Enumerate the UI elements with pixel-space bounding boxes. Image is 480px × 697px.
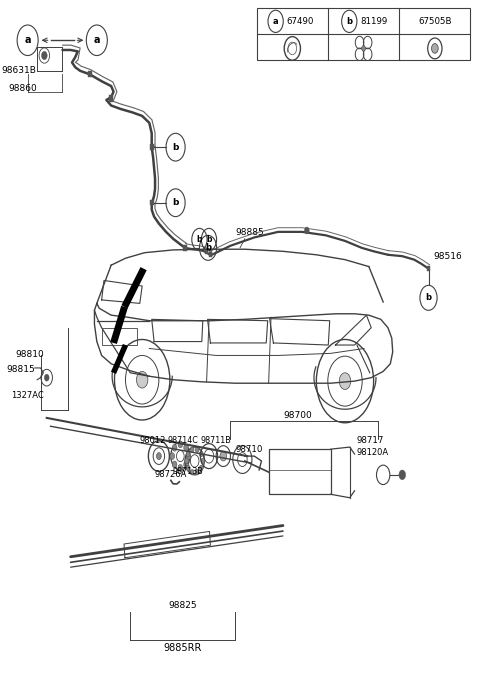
Text: b: b	[172, 143, 179, 152]
Circle shape	[190, 447, 194, 452]
Text: 98120A: 98120A	[357, 448, 389, 457]
Bar	[150, 144, 154, 150]
Circle shape	[186, 452, 191, 459]
Text: a: a	[273, 17, 278, 26]
Text: 98885: 98885	[235, 228, 264, 237]
Text: 98860: 98860	[9, 84, 37, 93]
Circle shape	[172, 461, 177, 468]
Circle shape	[170, 452, 175, 459]
Circle shape	[199, 465, 203, 470]
Bar	[183, 245, 187, 251]
Circle shape	[304, 227, 309, 234]
Circle shape	[186, 465, 190, 470]
Text: 98700: 98700	[283, 411, 312, 420]
Bar	[257, 8, 470, 61]
Circle shape	[184, 444, 189, 451]
Circle shape	[220, 451, 227, 461]
Text: 67490: 67490	[287, 17, 314, 26]
Circle shape	[339, 373, 351, 390]
Text: 98711B: 98711B	[201, 436, 232, 445]
Circle shape	[195, 469, 199, 475]
Text: 81199: 81199	[360, 17, 387, 26]
Text: 1327AC: 1327AC	[11, 390, 44, 399]
Text: b: b	[172, 198, 179, 207]
Circle shape	[41, 52, 47, 60]
Bar	[109, 95, 113, 102]
Text: 98815: 98815	[6, 365, 35, 374]
Circle shape	[178, 464, 183, 471]
Bar	[102, 328, 137, 345]
Circle shape	[190, 469, 194, 475]
Circle shape	[201, 458, 204, 464]
Circle shape	[184, 461, 189, 468]
Text: b: b	[206, 235, 212, 244]
Text: b: b	[425, 293, 432, 302]
Circle shape	[399, 470, 406, 480]
Text: 67505B: 67505B	[418, 17, 452, 26]
Bar	[209, 252, 212, 256]
Bar	[87, 71, 92, 77]
Text: 98726A: 98726A	[154, 470, 186, 480]
Text: b: b	[346, 17, 352, 26]
Circle shape	[172, 444, 177, 451]
Circle shape	[156, 452, 161, 459]
Circle shape	[362, 45, 365, 51]
Circle shape	[44, 374, 49, 381]
Text: 98710: 98710	[235, 445, 263, 454]
Text: a: a	[24, 36, 31, 45]
Circle shape	[185, 458, 189, 464]
Circle shape	[199, 451, 203, 457]
Circle shape	[195, 447, 199, 452]
Text: 98012: 98012	[140, 436, 166, 445]
Bar	[427, 266, 431, 271]
Text: 98516: 98516	[433, 252, 462, 261]
Text: 98825: 98825	[168, 601, 197, 610]
Bar	[205, 249, 208, 254]
Text: b: b	[205, 243, 211, 252]
Text: a: a	[94, 36, 100, 45]
Circle shape	[186, 451, 190, 457]
Circle shape	[136, 372, 148, 388]
Text: 98631B: 98631B	[1, 66, 36, 75]
Text: 98713B: 98713B	[172, 467, 203, 476]
Text: b: b	[197, 235, 202, 244]
Circle shape	[432, 44, 438, 53]
Text: 98810: 98810	[16, 350, 45, 358]
Circle shape	[178, 441, 183, 447]
Bar	[150, 200, 154, 206]
Text: 98717: 98717	[357, 436, 384, 445]
Bar	[269, 449, 331, 494]
Text: 98714C: 98714C	[168, 436, 198, 445]
Text: 9885RR: 9885RR	[164, 643, 202, 653]
